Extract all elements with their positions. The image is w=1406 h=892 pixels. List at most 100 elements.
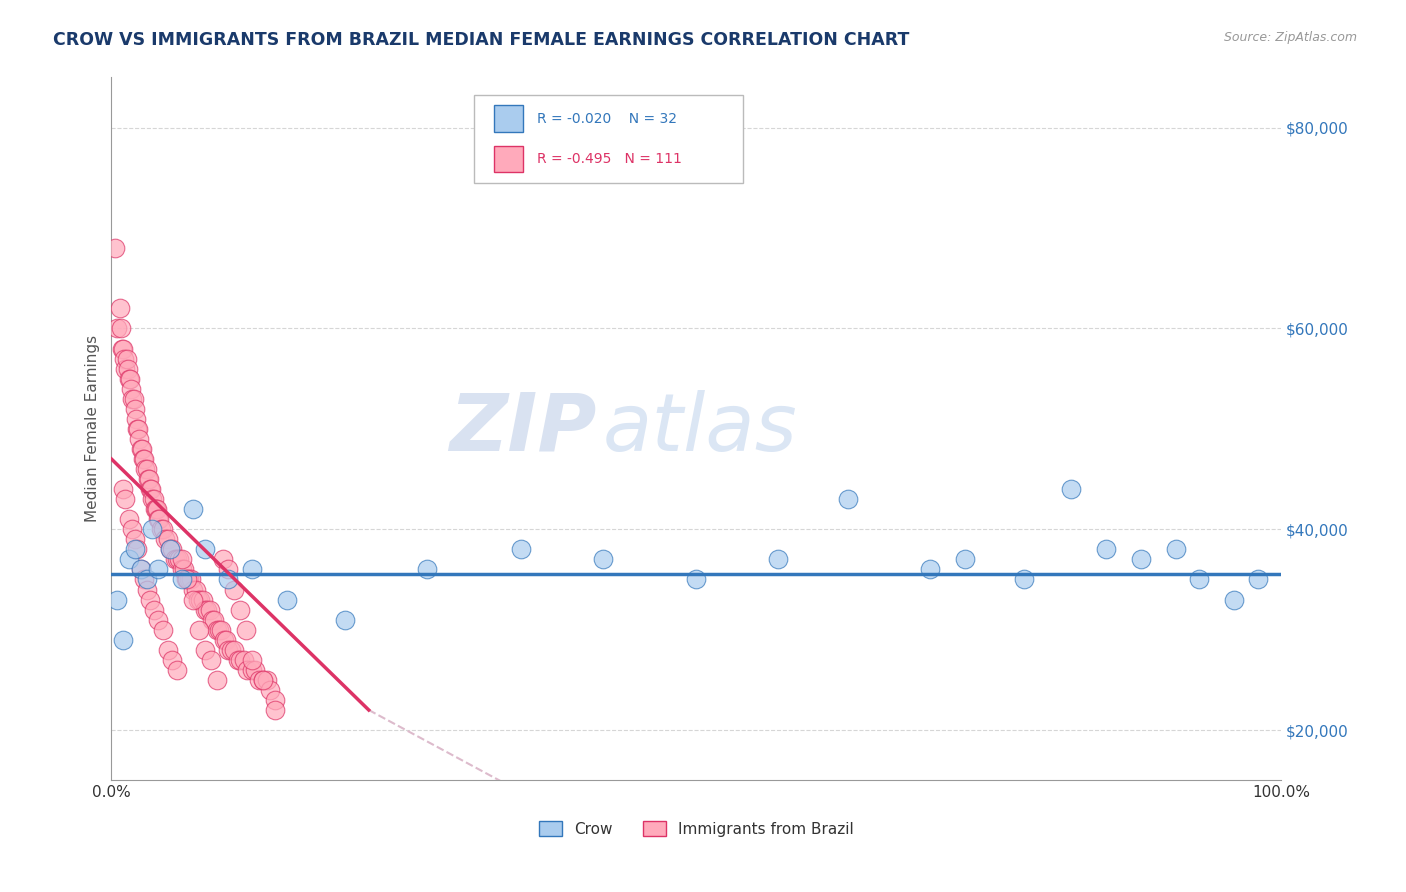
FancyBboxPatch shape [474, 95, 742, 183]
Text: CROW VS IMMIGRANTS FROM BRAZIL MEDIAN FEMALE EARNINGS CORRELATION CHART: CROW VS IMMIGRANTS FROM BRAZIL MEDIAN FE… [53, 31, 910, 49]
Point [194, 642, 217, 657]
Point [181, 592, 204, 607]
Point [122, 392, 145, 406]
Point [224, 642, 246, 657]
Point [124, 401, 146, 416]
Point [920, 562, 942, 576]
Point [217, 573, 239, 587]
Point [264, 703, 287, 717]
Point [139, 592, 162, 607]
Point [236, 663, 259, 677]
Point [264, 693, 287, 707]
Point [129, 562, 152, 576]
Point [202, 613, 225, 627]
Point [229, 602, 252, 616]
Point [685, 573, 707, 587]
Point [155, 533, 177, 547]
Point [115, 351, 138, 366]
Point [145, 502, 167, 516]
Y-axis label: Median Female Earnings: Median Female Earnings [86, 335, 100, 523]
Point [160, 653, 183, 667]
Point [256, 673, 278, 687]
Point [1059, 482, 1081, 496]
Point [212, 632, 235, 647]
Point [166, 552, 188, 566]
Point [252, 673, 274, 687]
Point [191, 592, 214, 607]
Point [118, 372, 141, 386]
Point [152, 623, 174, 637]
Point [138, 472, 160, 486]
Point [111, 342, 134, 356]
Text: atlas: atlas [603, 390, 797, 468]
Point [1129, 552, 1152, 566]
Point [1247, 573, 1270, 587]
Point [240, 653, 263, 667]
Point [1164, 542, 1187, 557]
Point [194, 602, 217, 616]
Point [118, 552, 141, 566]
Point [132, 452, 155, 467]
Point [188, 623, 211, 637]
Point [240, 562, 263, 576]
Point [114, 361, 136, 376]
Point [142, 492, 165, 507]
Point [135, 462, 157, 476]
Point [112, 632, 135, 647]
Point [1188, 573, 1211, 587]
Point [229, 653, 252, 667]
Point [105, 592, 128, 607]
Point [127, 542, 149, 557]
Point [118, 512, 141, 526]
Point [232, 653, 254, 667]
Point [136, 472, 159, 486]
Point [105, 321, 128, 335]
Point [127, 422, 149, 436]
Point [141, 482, 163, 496]
Point [148, 512, 170, 526]
Point [211, 552, 233, 566]
Point [134, 573, 156, 587]
Point [235, 623, 257, 637]
Point [205, 673, 228, 687]
Point [201, 613, 224, 627]
Point [195, 602, 218, 616]
Point [184, 582, 207, 597]
Text: R = -0.495   N = 111: R = -0.495 N = 111 [537, 153, 682, 166]
Point [160, 542, 183, 557]
Point [176, 573, 198, 587]
Point [146, 502, 169, 516]
Text: Source: ZipAtlas.com: Source: ZipAtlas.com [1223, 31, 1357, 45]
Point [170, 573, 193, 587]
Point [121, 522, 143, 536]
Point [148, 613, 170, 627]
Point [117, 361, 139, 376]
Point [127, 422, 149, 436]
Point [208, 623, 231, 637]
Point [592, 552, 614, 566]
Point [163, 552, 186, 566]
Point [173, 562, 195, 576]
Point [114, 492, 136, 507]
Point [215, 632, 238, 647]
Point [129, 562, 152, 576]
Point [143, 502, 166, 516]
Point [170, 552, 193, 566]
FancyBboxPatch shape [494, 145, 523, 172]
Text: ZIP: ZIP [450, 390, 596, 468]
Point [245, 663, 267, 677]
Point [209, 623, 232, 637]
Point [955, 552, 977, 566]
Point [170, 562, 193, 576]
Point [177, 573, 200, 587]
Point [156, 642, 179, 657]
Point [141, 522, 163, 536]
Point [416, 562, 439, 576]
Point [335, 613, 357, 627]
Point [124, 542, 146, 557]
Point [159, 542, 181, 557]
Point [259, 682, 281, 697]
Point [124, 533, 146, 547]
Point [104, 241, 127, 255]
Point [131, 442, 153, 456]
